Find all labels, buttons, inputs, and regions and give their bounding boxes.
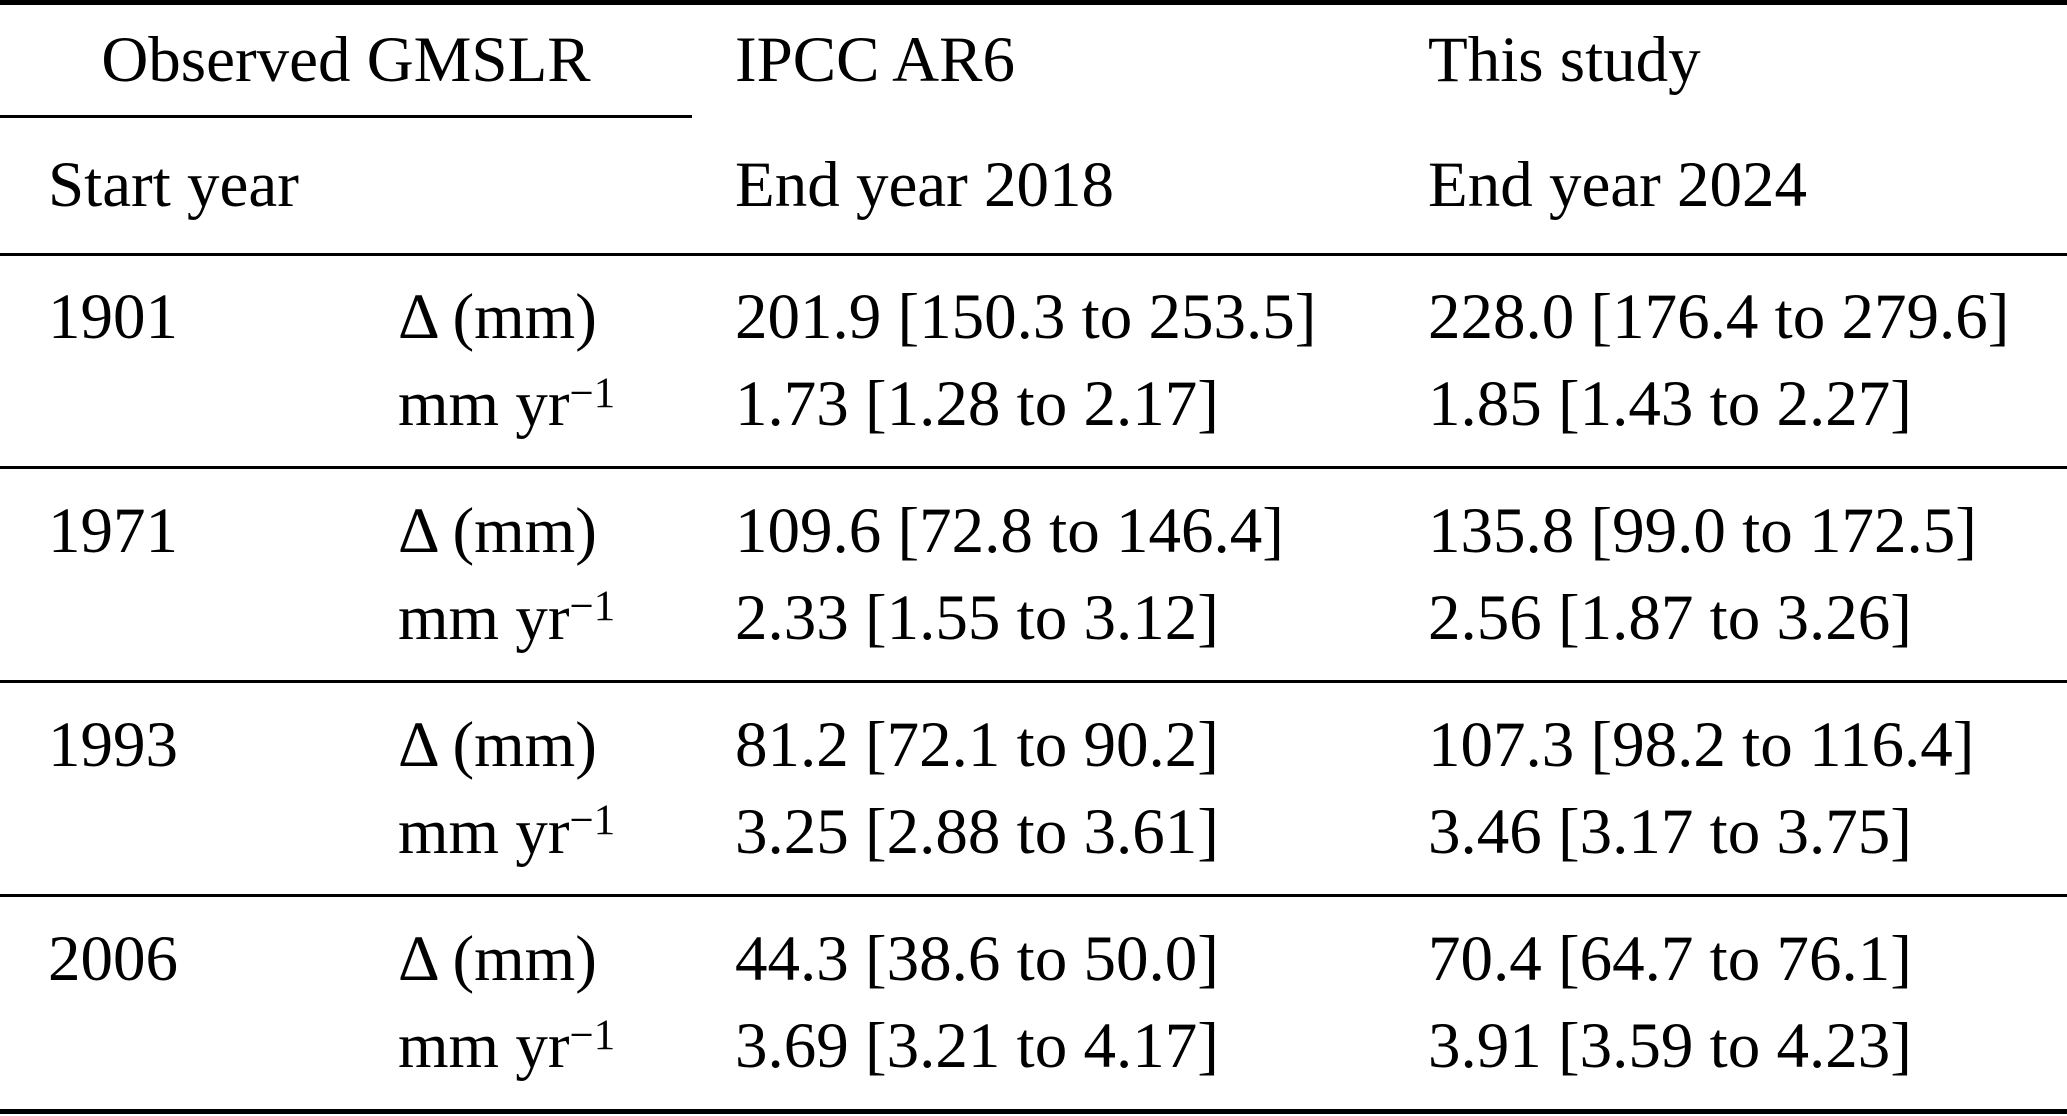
delta-value: 107.3 [98.2 to 116.4]: [1428, 708, 1975, 781]
table-top-rule: [0, 0, 2067, 5]
table-row-1901-this-study: 228.0 [176.4 to 279.6] 1.85 [1.43 to 2.2…: [1428, 256, 2067, 466]
unit-rate-label: mm yr−1: [398, 361, 735, 448]
rate-value: 2.56 [1.87 to 3.26]: [1428, 581, 1912, 654]
unit-rate-superscript: −1: [569, 1011, 616, 1059]
table-row-2006-units: Δ (mm) mm yr−1: [398, 897, 735, 1109]
observed-gmslr-cmidrule: [0, 115, 692, 118]
spacer-line: [48, 361, 398, 448]
table-row-1993-ipcc-ar6: 81.2 [72.1 to 90.2] 3.25 [2.88 to 3.61]: [735, 683, 1428, 894]
unit-rate-label: mm yr−1: [398, 1003, 735, 1090]
table-row-1971-this-study: 135.8 [99.0 to 172.5] 2.56 [1.87 to 3.26…: [1428, 469, 2067, 680]
header-this-study-label: This study: [1428, 23, 1701, 96]
delta-value: 201.9 [150.3 to 253.5]: [735, 281, 1317, 353]
row-separator-rule: [0, 680, 2067, 683]
unit-rate-label: mm yr−1: [398, 789, 735, 876]
delta-value: 70.4 [64.7 to 76.1]: [1428, 923, 1912, 995]
table-row-1993-this-study: 107.3 [98.2 to 116.4] 3.46 [3.17 to 3.75…: [1428, 683, 2067, 894]
table-row-1971-units: Δ (mm) mm yr−1: [398, 469, 735, 680]
rate-value: 1.85 [1.43 to 2.27]: [1428, 368, 1912, 440]
unit-rate-superscript: −1: [569, 583, 616, 631]
table-row-2006-this-study: 70.4 [64.7 to 76.1] 3.91 [3.59 to 4.23]: [1428, 897, 2067, 1109]
rate-value: 3.69 [3.21 to 4.17]: [735, 1010, 1219, 1082]
table-bottom-rule: [0, 1109, 2067, 1114]
rate-value: 3.91 [3.59 to 4.23]: [1428, 1010, 1912, 1082]
delta-value: 81.2 [72.1 to 90.2]: [735, 708, 1219, 781]
unit-rate-superscript: −1: [569, 797, 616, 845]
spacer-line: [48, 1003, 398, 1090]
header-ipcc-ar6: IPCC AR6: [735, 5, 1428, 115]
unit-rate-base: mm yr: [398, 581, 570, 654]
table-row-1971-ipcc-ar6: 109.6 [72.8 to 146.4] 2.33 [1.55 to 3.12…: [735, 469, 1428, 680]
header-this-study: This study: [1428, 5, 2067, 115]
spacer-line: [48, 575, 398, 662]
unit-delta-label: Δ (mm): [398, 281, 597, 353]
table-row-2006-ipcc-ar6: 44.3 [38.6 to 50.0] 3.69 [3.21 to 4.17]: [735, 897, 1428, 1109]
table-row-1901-year: 1901: [0, 256, 398, 466]
rate-value: 3.25 [2.88 to 3.61]: [735, 795, 1219, 868]
table-row-1993-year: 1993: [0, 683, 398, 894]
delta-value: 44.3 [38.6 to 50.0]: [735, 923, 1219, 995]
unit-rate-label: mm yr−1: [398, 575, 735, 662]
table-row-1993-units: Δ (mm) mm yr−1: [398, 683, 735, 894]
unit-rate-base: mm yr: [398, 368, 570, 440]
start-year-value: 1993: [48, 708, 178, 781]
start-year-value: 1901: [48, 281, 178, 353]
unit-delta-label: Δ (mm): [398, 923, 597, 995]
header-end-year-2018: End year 2018: [735, 118, 1428, 253]
start-year-value: 2006: [48, 923, 178, 995]
header-start-year-label: Start year: [48, 149, 299, 221]
header-body-rule: [0, 253, 2067, 256]
unit-rate-base: mm yr: [398, 795, 570, 868]
unit-rate-base: mm yr: [398, 1010, 570, 1082]
unit-rate-superscript: −1: [569, 369, 616, 417]
delta-value: 135.8 [99.0 to 172.5]: [1428, 494, 1977, 567]
spacer-line: [48, 789, 398, 876]
row-separator-rule: [0, 466, 2067, 469]
header-start-year: Start year: [0, 118, 398, 253]
header-ipcc-ar6-label: IPCC AR6: [735, 23, 1015, 96]
header-end-year-2018-label: End year 2018: [735, 149, 1115, 221]
table-row-1901-ipcc-ar6: 201.9 [150.3 to 253.5] 1.73 [1.28 to 2.1…: [735, 256, 1428, 466]
header-end-year-2024-label: End year 2024: [1428, 149, 1808, 221]
table-row-1971-year: 1971: [0, 469, 398, 680]
header-observed-gmslr: Observed GMSLR: [0, 5, 692, 115]
row-separator-rule: [0, 894, 2067, 897]
delta-value: 109.6 [72.8 to 146.4]: [735, 494, 1284, 567]
table-grid: Observed GMSLR IPCC AR6 This study Start…: [0, 5, 2067, 1109]
rate-value: 1.73 [1.28 to 2.17]: [735, 368, 1219, 440]
start-year-value: 1971: [48, 494, 178, 567]
unit-delta-label: Δ (mm): [398, 494, 597, 567]
unit-delta-label: Δ (mm): [398, 708, 597, 781]
table-row-2006-year: 2006: [0, 897, 398, 1109]
header-end-year-2024: End year 2024: [1428, 118, 2067, 253]
rate-value: 3.46 [3.17 to 3.75]: [1428, 795, 1912, 868]
table-row-1901-units: Δ (mm) mm yr−1: [398, 256, 735, 466]
header-observed-gmslr-label: Observed GMSLR: [101, 23, 591, 96]
delta-value: 228.0 [176.4 to 279.6]: [1428, 281, 2010, 353]
rate-value: 2.33 [1.55 to 3.12]: [735, 581, 1219, 654]
